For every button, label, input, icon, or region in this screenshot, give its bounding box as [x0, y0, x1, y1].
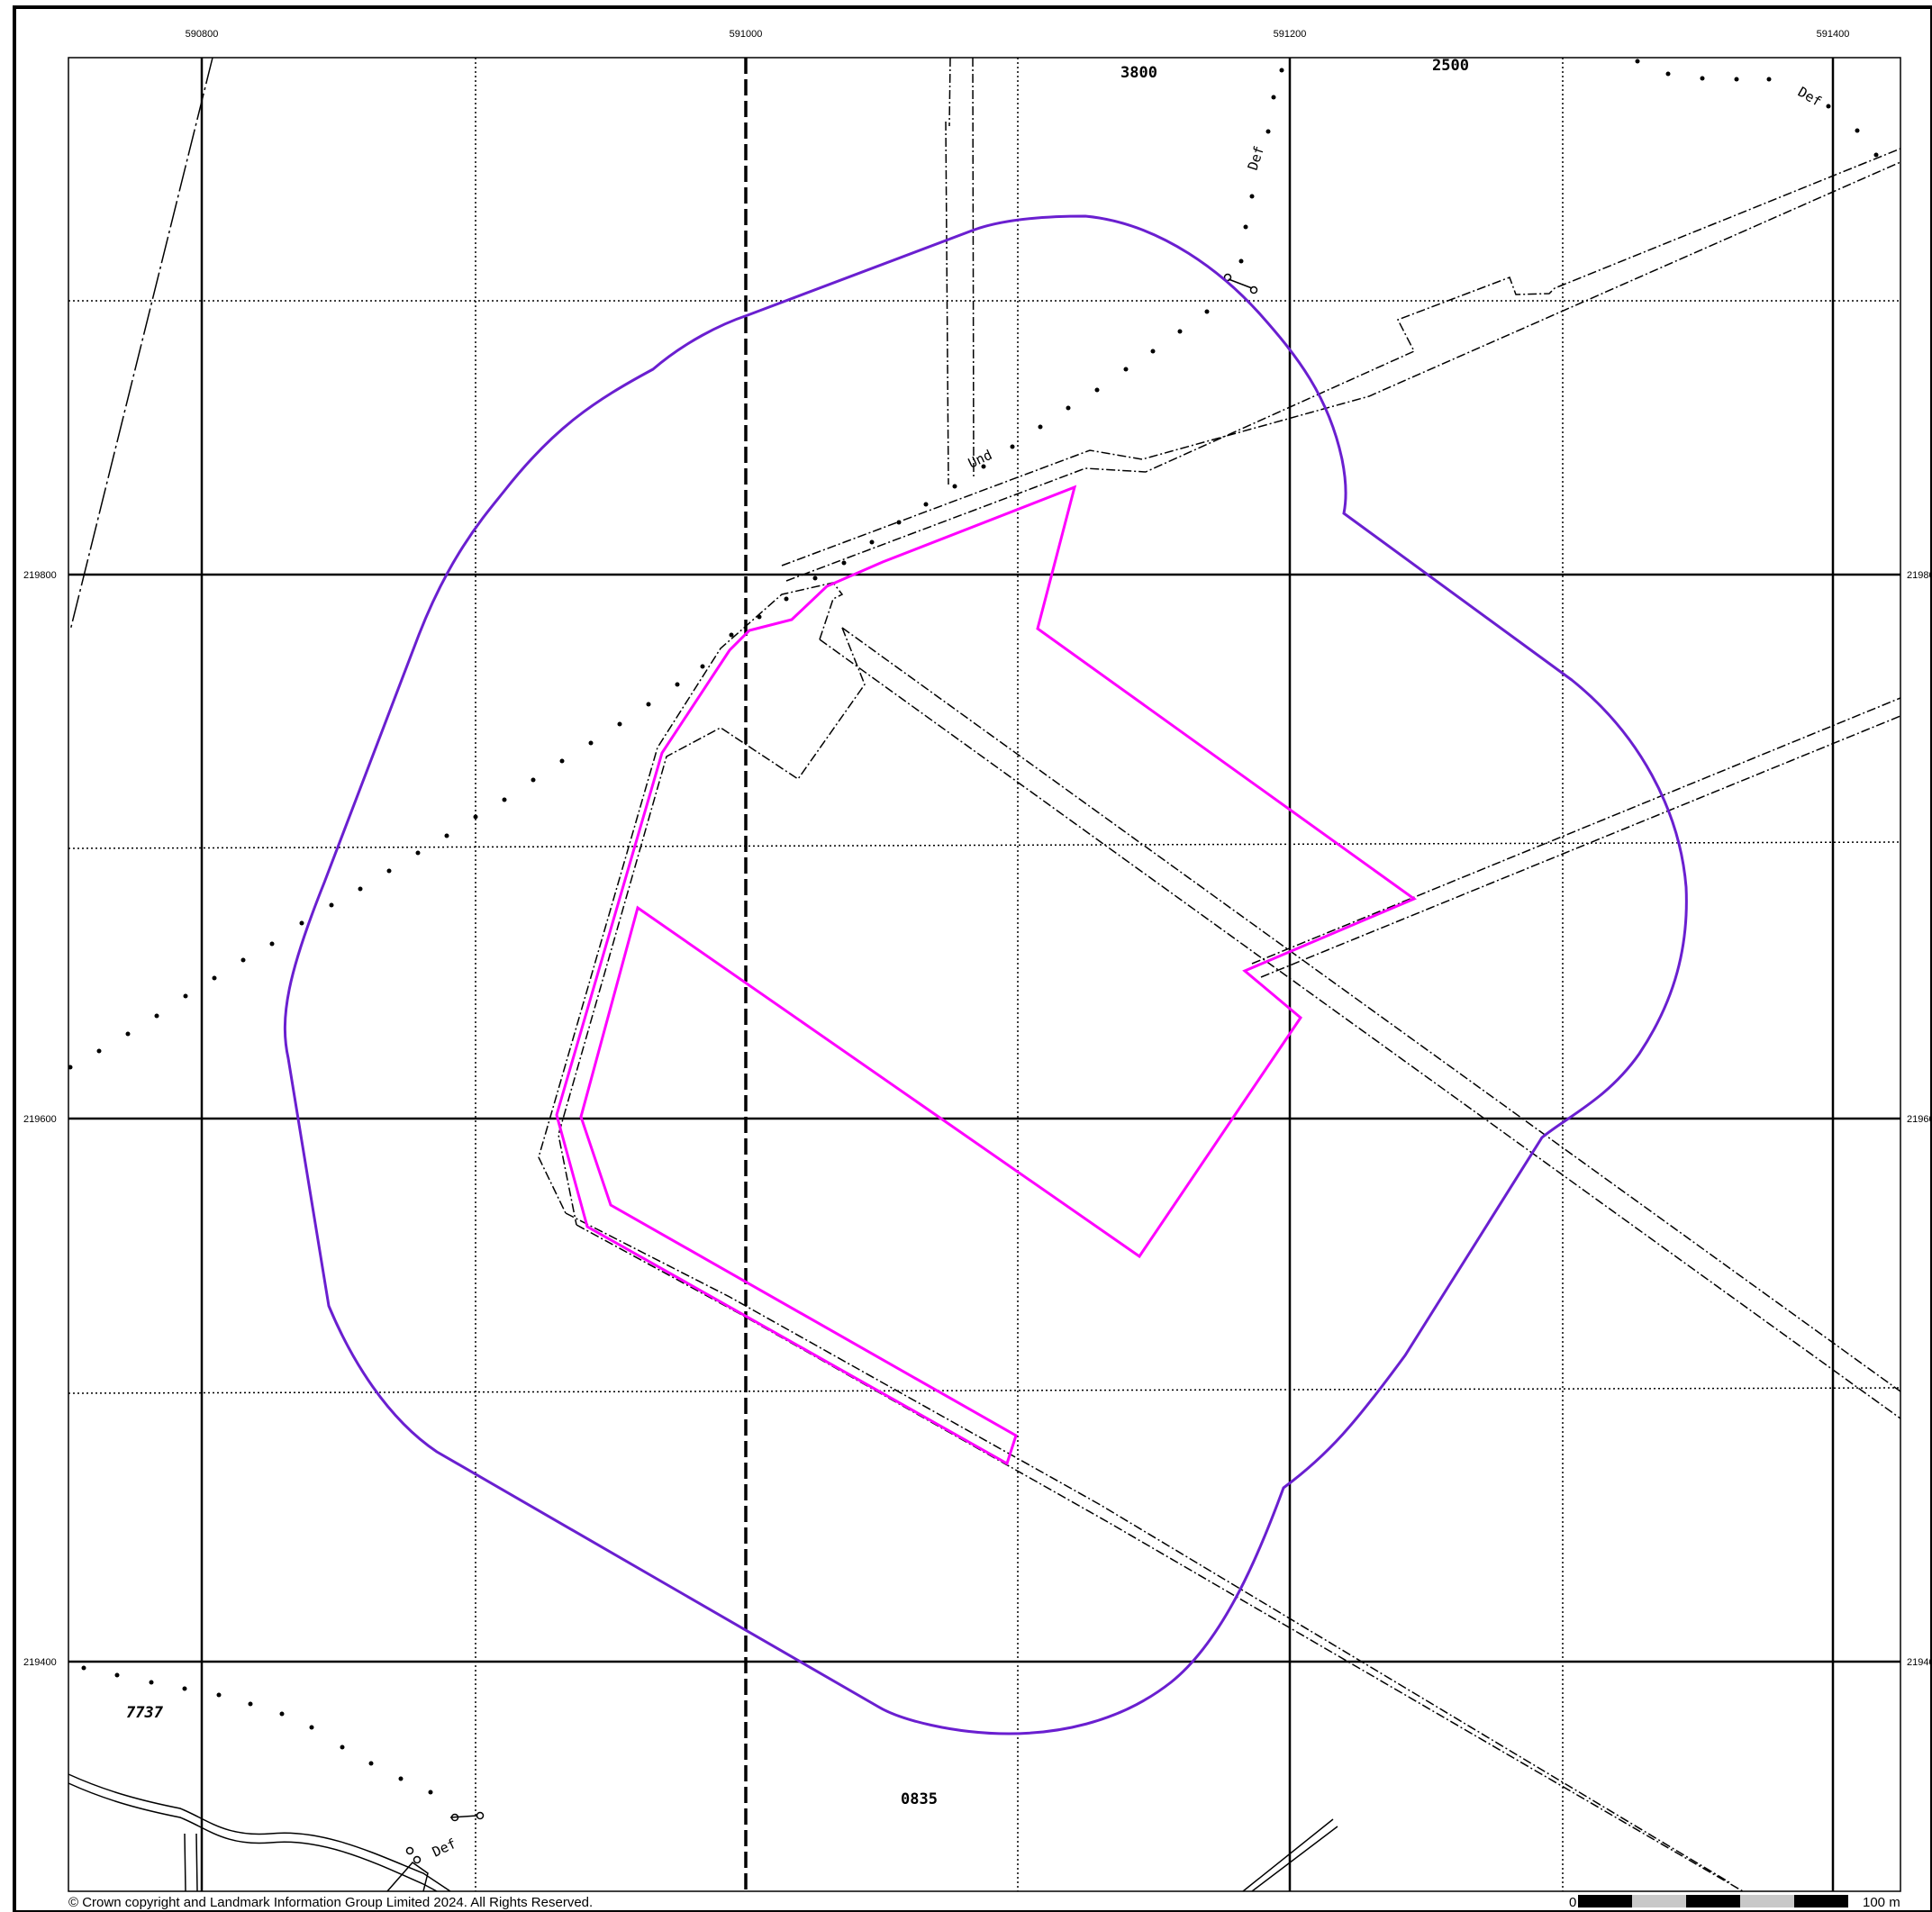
track-northeast [781, 57, 1901, 582]
easting-label-590800: 590800 [186, 29, 219, 40]
northing-label-219800-right: 219800 [1907, 570, 1932, 581]
map-border [68, 57, 1901, 1892]
outer-frame [13, 5, 1932, 1912]
parcel-number-3800: 3800 [1120, 64, 1157, 82]
scale-bar-start-label: 0 [1569, 1895, 1576, 1910]
stream-lines [68, 273, 1338, 1892]
buffer-zone-boundary [283, 214, 1688, 1735]
scale-bar-end-label: 100 m [1863, 1895, 1900, 1910]
scale-bar: 0 100 m [1569, 1895, 1900, 1910]
scale-bar-segment-4 [1740, 1895, 1794, 1907]
northing-label-219400-left: 219400 [23, 1657, 57, 1668]
scale-bar-segment-1 [1578, 1895, 1632, 1907]
northing-label-219400-right: 219400 [1907, 1657, 1932, 1668]
diagonal-line [69, 57, 213, 631]
northing-labels-left: 219800 219600 219400 [23, 570, 57, 1668]
copyright-notice: © Crown copyright and Landmark Informati… [68, 1895, 593, 1910]
hedge-dots [68, 59, 1879, 1795]
easting-labels: 590800 591000 591200 591400 [186, 29, 1850, 40]
northing-label-219600-right: 219600 [1907, 1114, 1932, 1125]
parcel-number-0835: 0835 [901, 1790, 938, 1808]
scale-bar-segment-5 [1794, 1895, 1848, 1907]
northing-label-219600-left: 219600 [23, 1114, 57, 1125]
easting-label-591400: 591400 [1817, 29, 1850, 40]
northing-label-219800-left: 219800 [23, 570, 57, 581]
parcel-number-2500: 2500 [1432, 57, 1469, 75]
scale-bar-segment-2 [1632, 1895, 1686, 1907]
northing-labels-right: 219800 219600 219400 [1907, 570, 1932, 1668]
scale-bar-segment-3 [1686, 1895, 1740, 1907]
parcel-number-7737: 7737 [126, 1704, 164, 1722]
easting-label-591000: 591000 [730, 29, 763, 40]
major-gridlines [68, 58, 1900, 1891]
map-content: 3800 2500 7737 0835 Def Def Und Def [68, 57, 1901, 1892]
easting-label-591200: 591200 [1274, 29, 1307, 40]
site-boundary [555, 485, 1418, 1466]
minor-gridlines [68, 58, 1901, 1891]
